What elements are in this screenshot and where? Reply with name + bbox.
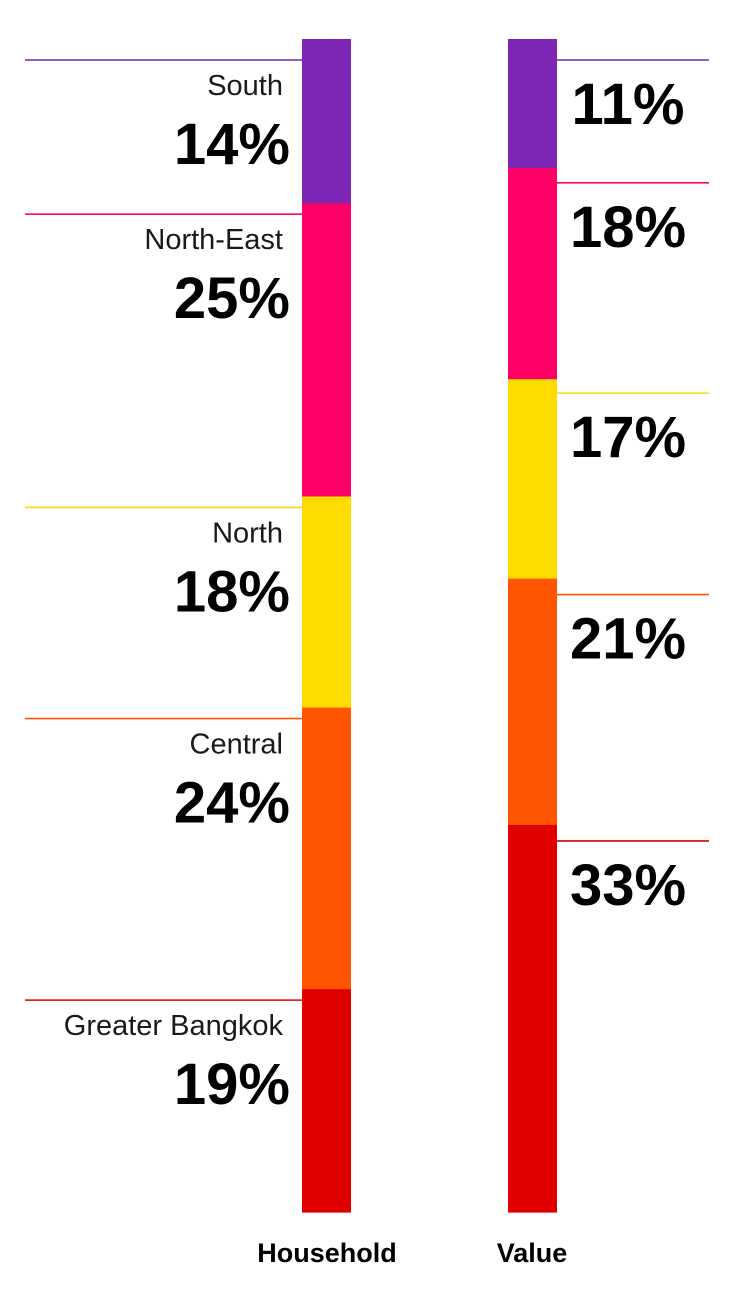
household-region-label-greater-bangkok: Greater Bangkok [64, 1010, 284, 1042]
value-labels: 11% 18% 17% 21% 33% [557, 59, 709, 918]
household-region-label-north: North [212, 517, 283, 549]
value-bar [508, 39, 557, 1213]
household-region-label-south: South [207, 70, 283, 102]
household-segment-south [302, 39, 351, 204]
value-segment-greater-bangkok [508, 824, 557, 1213]
household-segment-north-east [302, 203, 351, 498]
household-region-label-north-east: North-East [144, 224, 283, 256]
value-segment-north-east [508, 168, 557, 380]
value-segment-central [508, 578, 557, 826]
household-segment-north [302, 496, 351, 709]
household-labels: South 14% North-East 25% North 18% Central 24% G… [25, 59, 302, 1117]
household-value-label-central: 24% [174, 771, 290, 836]
household-region-label-central: Central [190, 729, 284, 761]
household-bar [302, 39, 351, 1213]
value-label-south: 11% [572, 72, 685, 137]
value-label-central: 21% [570, 607, 686, 672]
household-value-label-greater-bangkok: 19% [174, 1052, 290, 1117]
value-label-greater-bangkok: 33% [570, 853, 686, 918]
value-label-north-east: 18% [570, 195, 686, 260]
household-value-label-south: 14% [174, 112, 290, 177]
value-label-north: 17% [570, 405, 686, 470]
value-segment-north [508, 379, 557, 580]
household-value-label-north-east: 25% [174, 266, 290, 331]
household-axis-label: Household [257, 1238, 397, 1268]
value-axis-label: Value [497, 1238, 568, 1268]
household-value-label-north: 18% [174, 559, 290, 624]
value-segment-south [508, 39, 557, 169]
household-segment-central [302, 707, 351, 990]
household-segment-greater-bangkok [302, 989, 351, 1213]
